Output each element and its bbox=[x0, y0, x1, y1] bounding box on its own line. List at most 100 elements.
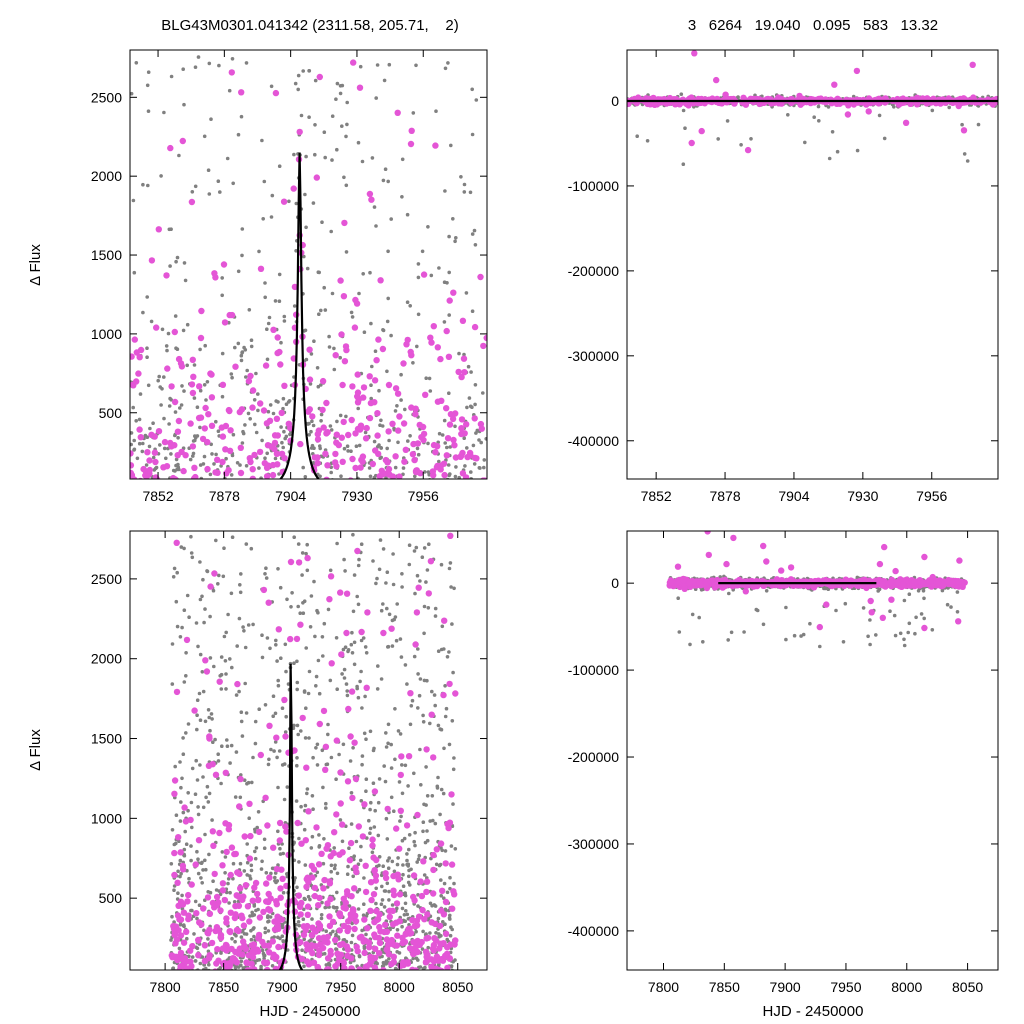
gray-point bbox=[239, 358, 244, 363]
magenta-point bbox=[175, 417, 183, 425]
magenta-point bbox=[326, 913, 333, 920]
gray-point bbox=[179, 871, 183, 876]
gray-point bbox=[195, 727, 199, 732]
magenta-point bbox=[688, 139, 695, 147]
gray-point bbox=[242, 932, 247, 936]
gray-point bbox=[426, 225, 430, 229]
gray-point bbox=[302, 690, 307, 694]
gray-point bbox=[317, 691, 322, 696]
gray-point bbox=[157, 374, 161, 379]
gray-point bbox=[295, 756, 299, 760]
gray-point bbox=[141, 182, 145, 187]
magenta-point bbox=[450, 289, 457, 296]
gray-point bbox=[277, 272, 282, 277]
magenta-point bbox=[443, 327, 450, 335]
gray-point bbox=[386, 866, 391, 870]
magenta-point bbox=[183, 965, 190, 970]
gray-point bbox=[317, 845, 322, 849]
gray-point bbox=[337, 752, 341, 757]
gray-point bbox=[387, 62, 392, 67]
gray-point bbox=[401, 872, 405, 877]
magenta-point bbox=[421, 916, 428, 923]
magenta-point bbox=[235, 950, 242, 957]
gray-point bbox=[454, 236, 458, 240]
gray-point bbox=[427, 376, 432, 381]
gray-point bbox=[465, 446, 469, 450]
gray-point bbox=[447, 270, 452, 275]
gray-point bbox=[200, 594, 204, 599]
gray-point bbox=[358, 858, 363, 863]
gray-point bbox=[473, 402, 477, 407]
gray-point bbox=[424, 765, 428, 769]
gray-point bbox=[235, 644, 239, 648]
magenta-point bbox=[222, 446, 229, 453]
gray-point bbox=[418, 965, 423, 969]
gray-point bbox=[296, 542, 301, 546]
gray-point bbox=[241, 928, 245, 933]
magenta-point bbox=[373, 916, 381, 924]
y-tick-label: -100000 bbox=[568, 178, 620, 194]
gray-point bbox=[195, 405, 200, 410]
gray-point bbox=[405, 300, 410, 305]
gray-point bbox=[423, 965, 427, 970]
magenta-point bbox=[744, 146, 752, 154]
magenta-point bbox=[363, 684, 370, 691]
gray-point bbox=[304, 225, 308, 230]
magenta-point bbox=[332, 936, 339, 944]
gray-point bbox=[225, 738, 229, 742]
magenta-point bbox=[189, 443, 197, 450]
magenta-point bbox=[257, 265, 265, 272]
gray-point bbox=[443, 66, 448, 71]
magenta-point bbox=[262, 362, 270, 369]
gray-point bbox=[304, 551, 308, 556]
gray-point bbox=[262, 956, 266, 961]
gray-point bbox=[248, 417, 252, 421]
gray-point bbox=[213, 737, 217, 742]
magenta-point bbox=[208, 422, 216, 429]
magenta-point bbox=[327, 853, 334, 860]
magenta-point bbox=[187, 958, 194, 965]
gray-point bbox=[389, 333, 393, 338]
gray-point bbox=[195, 434, 200, 438]
gray-point bbox=[297, 860, 301, 864]
magenta-point bbox=[315, 902, 322, 909]
gray-point bbox=[394, 638, 399, 643]
gray-point bbox=[187, 876, 191, 881]
gray-point bbox=[340, 83, 345, 88]
magenta-point bbox=[249, 404, 256, 411]
gray-point bbox=[352, 662, 357, 667]
magenta-point bbox=[309, 949, 316, 957]
magenta-point bbox=[215, 957, 222, 964]
magenta-point bbox=[238, 406, 246, 413]
gray-point bbox=[320, 900, 324, 905]
gray-point bbox=[843, 601, 848, 606]
gray-point bbox=[364, 737, 368, 741]
gray-point bbox=[239, 710, 244, 714]
gray-point bbox=[403, 763, 408, 768]
gray-point bbox=[445, 655, 450, 659]
magenta-point bbox=[344, 778, 352, 785]
magenta-point bbox=[339, 458, 346, 465]
gray-point bbox=[209, 442, 213, 447]
gray-point bbox=[354, 839, 359, 844]
gray-point bbox=[343, 569, 347, 573]
magenta-point bbox=[413, 467, 420, 474]
gray-point bbox=[350, 630, 354, 635]
gray-point bbox=[189, 534, 193, 539]
magenta-point bbox=[450, 888, 457, 895]
gray-point bbox=[423, 840, 428, 845]
gray-point bbox=[170, 682, 175, 686]
gray-point bbox=[178, 760, 182, 764]
gray-point bbox=[739, 143, 743, 147]
gray-point bbox=[307, 669, 312, 674]
gray-point bbox=[193, 184, 198, 189]
y-tick-label: 1500 bbox=[91, 731, 122, 747]
gray-point bbox=[792, 633, 797, 638]
magenta-point bbox=[278, 916, 285, 923]
magenta-point bbox=[237, 885, 244, 892]
gray-point bbox=[406, 784, 410, 788]
gray-point bbox=[252, 398, 257, 402]
magenta-point bbox=[445, 353, 453, 360]
